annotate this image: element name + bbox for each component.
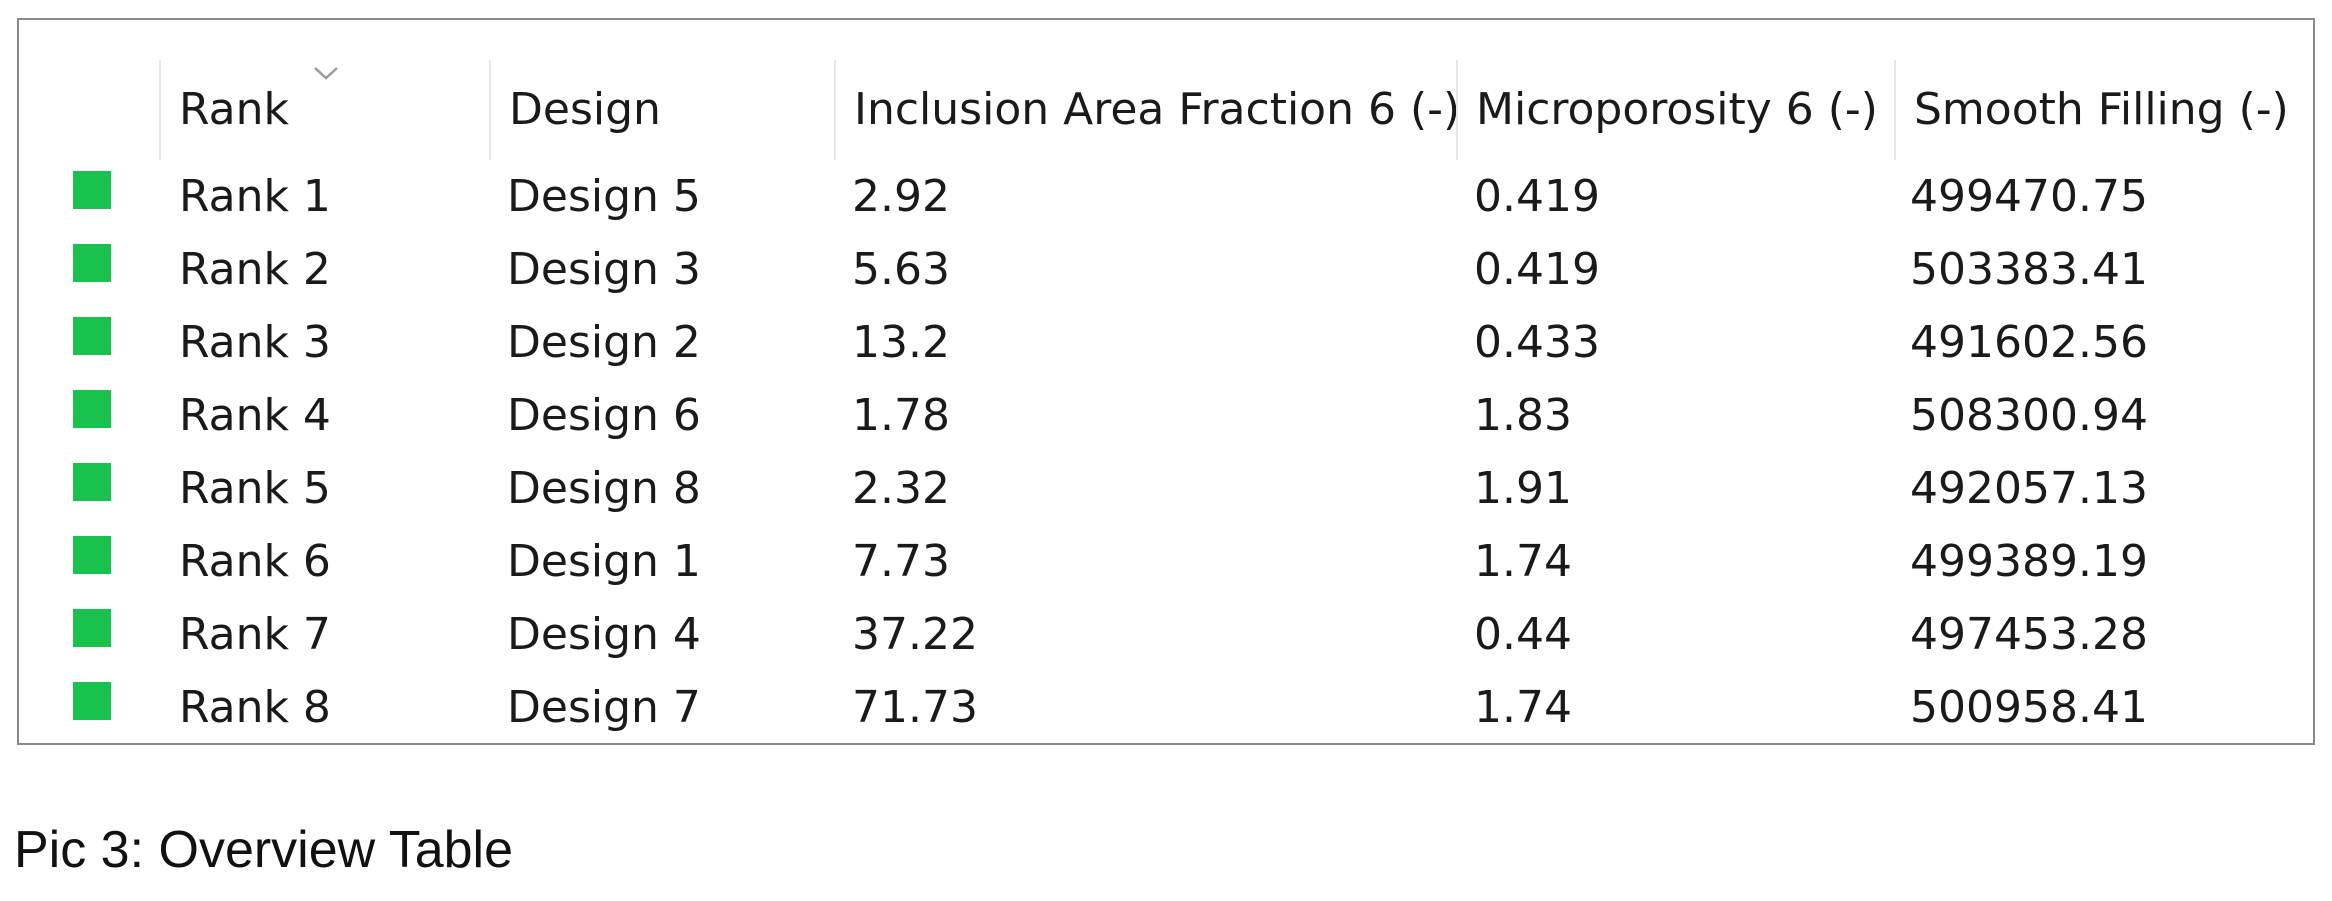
cell-rank: Rank 6 bbox=[179, 536, 331, 587]
cell-design: Design 7 bbox=[507, 682, 701, 733]
cell-microporosity: 0.433 bbox=[1474, 317, 1600, 368]
cell-rank: Rank 1 bbox=[179, 171, 331, 222]
cell-smooth-filling: 497453.28 bbox=[1910, 609, 2148, 660]
column-header-label: Inclusion Area Fraction 6 (-) bbox=[854, 84, 1461, 135]
row-color-swatch bbox=[73, 317, 111, 355]
cell-inclusion-area-fraction: 7.73 bbox=[852, 536, 950, 587]
column-header-label: Rank bbox=[179, 84, 289, 135]
cell-inclusion-area-fraction: 71.73 bbox=[852, 682, 978, 733]
cell-rank: Rank 5 bbox=[179, 463, 331, 514]
table-row[interactable]: Rank 7 Design 4 37.22 0.44 497453.28 bbox=[19, 598, 2313, 671]
cell-rank: Rank 3 bbox=[179, 317, 331, 368]
cell-smooth-filling: 491602.56 bbox=[1910, 317, 2148, 368]
cell-design: Design 5 bbox=[507, 171, 701, 222]
row-color-swatch bbox=[73, 609, 111, 647]
cell-design: Design 6 bbox=[507, 390, 701, 441]
row-color-swatch bbox=[73, 244, 111, 282]
cell-microporosity: 1.74 bbox=[1474, 536, 1572, 587]
column-header-label: Design bbox=[509, 84, 661, 135]
row-color-swatch bbox=[73, 536, 111, 574]
cell-smooth-filling: 508300.94 bbox=[1910, 390, 2148, 441]
cell-rank: Rank 4 bbox=[179, 390, 331, 441]
cell-design: Design 1 bbox=[507, 536, 701, 587]
cell-inclusion-area-fraction: 37.22 bbox=[852, 609, 978, 660]
row-color-swatch bbox=[73, 463, 111, 501]
column-header-rank[interactable]: Rank bbox=[159, 60, 489, 160]
row-color-swatch bbox=[73, 171, 111, 209]
cell-microporosity: 1.74 bbox=[1474, 682, 1572, 733]
cell-smooth-filling: 500958.41 bbox=[1910, 682, 2148, 733]
chevron-down-icon bbox=[311, 60, 341, 86]
column-header-label: Smooth Filling (-) bbox=[1914, 84, 2289, 135]
column-header-design[interactable]: Design bbox=[489, 60, 834, 160]
cell-inclusion-area-fraction: 13.2 bbox=[852, 317, 950, 368]
column-header-microporosity[interactable]: Microporosity 6 (-) bbox=[1456, 60, 1894, 160]
cell-microporosity: 1.91 bbox=[1474, 463, 1572, 514]
cell-design: Design 8 bbox=[507, 463, 701, 514]
table-row[interactable]: Rank 6 Design 1 7.73 1.74 499389.19 bbox=[19, 525, 2313, 598]
column-header-smooth-filling[interactable]: Smooth Filling (-) bbox=[1894, 60, 2315, 160]
overview-table: Rank Design Inclusion Area Fraction 6 (-… bbox=[17, 18, 2315, 745]
table-header-row: Rank Design Inclusion Area Fraction 6 (-… bbox=[19, 60, 2313, 160]
table-row[interactable]: Rank 1 Design 5 2.92 0.419 499470.75 bbox=[19, 160, 2313, 233]
cell-microporosity: 0.419 bbox=[1474, 171, 1600, 222]
cell-design: Design 4 bbox=[507, 609, 701, 660]
figure-caption: Pic 3: Overview Table bbox=[14, 821, 514, 879]
table-row[interactable]: Rank 8 Design 7 71.73 1.74 500958.41 bbox=[19, 671, 2313, 744]
cell-inclusion-area-fraction: 2.32 bbox=[852, 463, 950, 514]
cell-smooth-filling: 499389.19 bbox=[1910, 536, 2148, 587]
cell-microporosity: 1.83 bbox=[1474, 390, 1572, 441]
cell-inclusion-area-fraction: 1.78 bbox=[852, 390, 950, 441]
table-row[interactable]: Rank 4 Design 6 1.78 1.83 508300.94 bbox=[19, 379, 2313, 452]
cell-microporosity: 0.44 bbox=[1474, 609, 1572, 660]
cell-rank: Rank 8 bbox=[179, 682, 331, 733]
cell-design: Design 3 bbox=[507, 244, 701, 295]
cell-rank: Rank 2 bbox=[179, 244, 331, 295]
table-row[interactable]: Rank 3 Design 2 13.2 0.433 491602.56 bbox=[19, 306, 2313, 379]
row-color-swatch bbox=[73, 682, 111, 720]
row-color-swatch bbox=[73, 390, 111, 428]
cell-inclusion-area-fraction: 2.92 bbox=[852, 171, 950, 222]
cell-rank: Rank 7 bbox=[179, 609, 331, 660]
cell-microporosity: 0.419 bbox=[1474, 244, 1600, 295]
cell-inclusion-area-fraction: 5.63 bbox=[852, 244, 950, 295]
cell-smooth-filling: 503383.41 bbox=[1910, 244, 2148, 295]
cell-design: Design 2 bbox=[507, 317, 701, 368]
cell-smooth-filling: 499470.75 bbox=[1910, 171, 2148, 222]
column-header-label: Microporosity 6 (-) bbox=[1476, 84, 1878, 135]
table-row[interactable]: Rank 2 Design 3 5.63 0.419 503383.41 bbox=[19, 233, 2313, 306]
table-row[interactable]: Rank 5 Design 8 2.32 1.91 492057.13 bbox=[19, 452, 2313, 525]
cell-smooth-filling: 492057.13 bbox=[1910, 463, 2148, 514]
column-header-inclusion-area-fraction[interactable]: Inclusion Area Fraction 6 (-) bbox=[834, 60, 1460, 160]
